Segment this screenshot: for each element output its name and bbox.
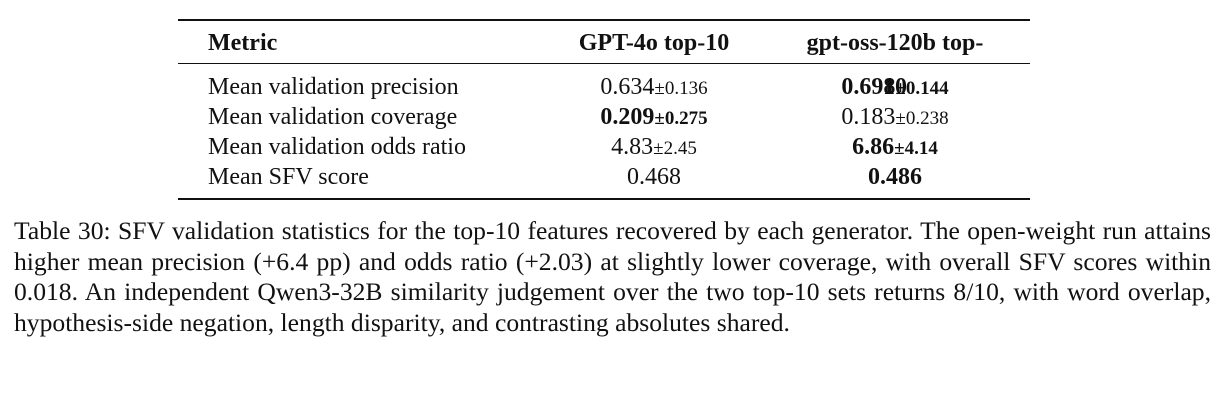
metric-cell: Mean validation odds ratio bbox=[208, 134, 466, 160]
value: 0.486 bbox=[868, 164, 922, 190]
table-row: Mean validation precision 0.634±0.136 0.69… bbox=[178, 72, 1030, 102]
value-cell: 0.698±0.144 bbox=[795, 72, 995, 104]
caption-label: Table 30: bbox=[14, 216, 111, 245]
value: 0.468 bbox=[627, 164, 681, 190]
table-row: Mean SFV score 0.468 0.486 bbox=[178, 162, 1030, 192]
caption-text: SFV validation statistics for the top-10… bbox=[14, 216, 1211, 337]
value: 0.183 bbox=[841, 104, 896, 130]
bottom-rule bbox=[178, 198, 1030, 200]
value: 6.86 bbox=[852, 134, 895, 160]
header-cell: Metric bbox=[208, 30, 278, 56]
results-table: Metric GPT-4o top-10 gpt-oss-120b top-10… bbox=[178, 19, 1030, 200]
std: ±4.14 bbox=[894, 138, 938, 159]
mid-rule bbox=[178, 63, 1030, 64]
std: ±0.238 bbox=[895, 108, 949, 129]
value: 0.634 bbox=[600, 74, 655, 100]
value-cell: 4.83±2.45 bbox=[554, 132, 754, 164]
metric-cell: Mean SFV score bbox=[208, 164, 369, 190]
std: ±2.45 bbox=[653, 138, 697, 159]
std: ±0.275 bbox=[654, 108, 708, 129]
value-cell: 0.634±0.136 bbox=[554, 72, 754, 104]
top-rule bbox=[178, 19, 1030, 21]
std: ±0.144 bbox=[895, 78, 949, 99]
value-cell: 0.183±0.238 bbox=[795, 102, 995, 134]
header-cell: gpt-oss-120b top-10 bbox=[806, 30, 984, 100]
value: 0.209 bbox=[600, 104, 655, 130]
table-row: Mean validation odds ratio 4.83±2.45 6.86±… bbox=[178, 132, 1030, 162]
caption: Table 30: SFV validation statistics for … bbox=[14, 216, 1211, 338]
value-cell: 0.486 bbox=[795, 162, 995, 192]
value: 4.83 bbox=[611, 134, 654, 160]
table-row: Mean validation coverage 0.209±0.275 0.183… bbox=[178, 102, 1030, 132]
value-cell: 6.86±4.14 bbox=[795, 132, 995, 164]
std: ±0.136 bbox=[654, 78, 708, 99]
header-cell: GPT-4o top-10 bbox=[578, 30, 730, 56]
metric-cell: Mean validation coverage bbox=[208, 104, 458, 130]
header-row: Metric GPT-4o top-10 gpt-oss-120b top-10 bbox=[178, 21, 1030, 100]
table-body: Mean validation precision 0.634±0.136 0.69… bbox=[178, 72, 1030, 192]
value: 0.698 bbox=[841, 74, 896, 100]
value-cell: 0.468 bbox=[554, 162, 754, 192]
value-cell: 0.209±0.275 bbox=[554, 102, 754, 134]
metric-cell: Mean validation precision bbox=[208, 74, 459, 100]
